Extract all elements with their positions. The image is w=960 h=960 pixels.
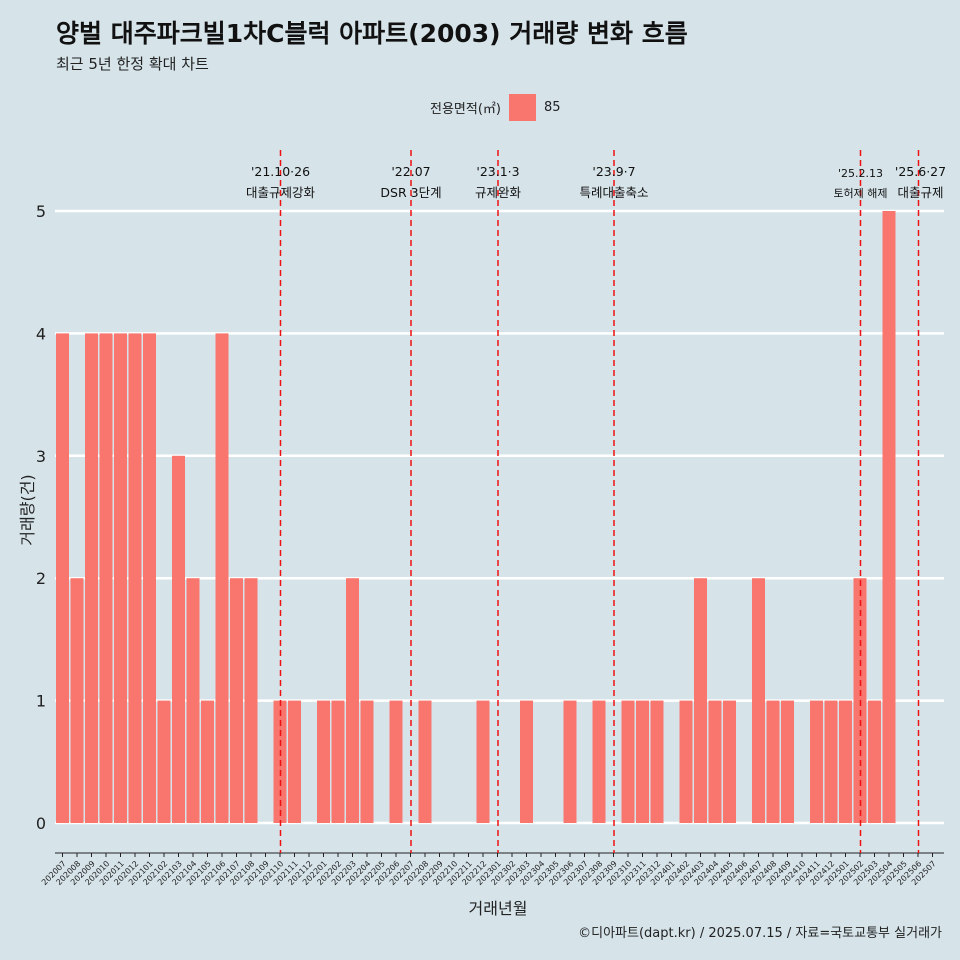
bar: [346, 578, 359, 823]
bar: [592, 700, 606, 823]
bar: [99, 333, 113, 823]
event-label: 특례대출축소: [579, 185, 648, 200]
event-date-label: '23.1·3: [476, 164, 519, 179]
bar: [201, 700, 214, 823]
event-label: 대출규제강화: [246, 185, 316, 200]
event-date-label: '22.07: [391, 164, 430, 179]
bar: [694, 578, 707, 823]
bar: [85, 333, 98, 823]
bar: [331, 700, 345, 823]
legend-title: 전용면적(㎡): [430, 101, 501, 117]
bar: [810, 700, 823, 823]
bar: [520, 700, 533, 823]
bar: [389, 700, 403, 823]
y-tick-label: 0: [36, 814, 46, 833]
bar: [476, 700, 490, 823]
event-label: 대출규제: [897, 185, 943, 200]
bar: [563, 700, 577, 823]
bar: [839, 700, 852, 823]
bar: [650, 700, 664, 823]
event-label: 규제완화: [475, 185, 522, 200]
bar: [752, 578, 765, 823]
bar: [317, 700, 330, 823]
bar: [215, 333, 229, 823]
event-label: DSR 3단계: [380, 185, 441, 200]
y-tick-label: 5: [36, 202, 46, 221]
bar: [143, 333, 156, 823]
bar: [708, 700, 722, 823]
bar: [56, 333, 69, 823]
bar: [781, 700, 794, 823]
bar: [186, 578, 200, 823]
y-tick-label: 1: [36, 692, 46, 711]
bar: [172, 455, 185, 823]
bar: [868, 700, 881, 823]
bar: [824, 700, 838, 823]
bar: [288, 700, 301, 823]
bar: [723, 700, 736, 823]
chart-title: 양벌 대주파크빌1차C블럭 아파트(2003) 거래량 변화 흐름: [56, 19, 688, 48]
bar: [157, 700, 171, 823]
chart-subtitle: 최근 5년 한정 확대 차트: [56, 55, 209, 73]
x-axis-title: 거래년월: [469, 899, 528, 918]
event-date-label: '23.9·7: [592, 164, 635, 179]
source-caption: ©디아파트(dapt.kr) / 2025.07.15 / 자료=국토교통부 실…: [578, 926, 942, 941]
bar: [418, 700, 432, 823]
bar: [679, 700, 693, 823]
y-tick-label: 4: [36, 324, 46, 343]
y-tick-label: 3: [36, 447, 46, 466]
bar: [360, 700, 374, 823]
y-axis-title: 거래량(건): [18, 474, 37, 545]
bar: [128, 333, 142, 823]
bar: [621, 700, 635, 823]
bar: [766, 700, 780, 823]
event-date-label: '21.10·26: [251, 164, 310, 179]
legend: 전용면적(㎡) 85: [430, 93, 561, 121]
event-date-label: '25.2.13: [838, 167, 883, 180]
legend-color-key: [508, 93, 536, 121]
bar: [114, 333, 127, 823]
event-date-label: '25.6·27: [895, 164, 946, 179]
bar: [636, 700, 649, 823]
event-label: 토허제 해제: [833, 186, 887, 200]
bar: [882, 211, 896, 823]
bar: [244, 578, 258, 823]
legend-label: 85: [543, 99, 561, 115]
bar: [70, 578, 84, 823]
bar: [230, 578, 243, 823]
y-tick-label: 2: [36, 569, 46, 588]
